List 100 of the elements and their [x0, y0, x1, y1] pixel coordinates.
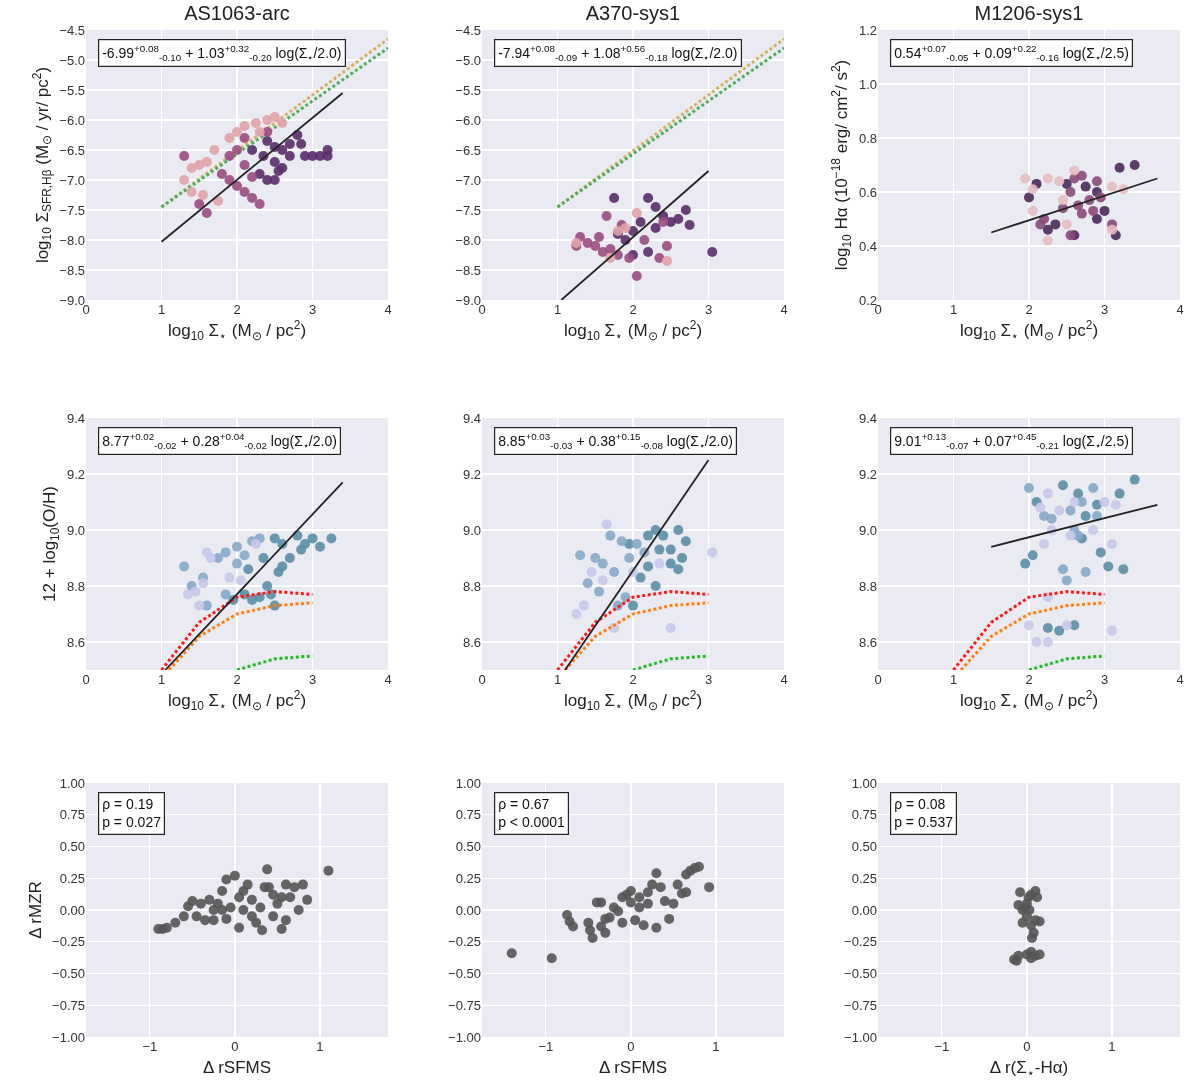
x-tick-label: 1	[157, 302, 166, 317]
y-tick-label: 9.4	[66, 410, 85, 426]
x-tick-label: 3	[308, 302, 317, 317]
y-tick-label: −8.0	[455, 232, 481, 248]
y-tick-label: 1.00	[59, 775, 85, 791]
x-tick-label: 4	[780, 672, 788, 687]
x-tick-label: 2	[233, 672, 241, 687]
y-tick-label: −0.75	[844, 997, 877, 1013]
y-tick-label: 0.6	[858, 184, 877, 200]
x-tick-label: 1	[316, 1039, 324, 1054]
y-tick-label: 8.8	[66, 578, 85, 594]
x-tick-label: 3	[704, 672, 713, 687]
y-tick-label: 0.75	[455, 807, 481, 823]
y-tick-label: −5.5	[59, 82, 85, 98]
text: log$_{10}$ Σ$_{⋆}$ (M$_{⊙}$ / pc$^{2}$)	[959, 318, 1099, 343]
y-tick-label: 9.0	[858, 522, 877, 538]
y-tick-label: −7.5	[59, 202, 85, 218]
x-tick-label: 0	[478, 672, 486, 687]
x-tick-label: 3	[1100, 302, 1109, 317]
y-tick-label: 0.50	[59, 839, 85, 855]
y-tick-label: −8.5	[455, 262, 481, 278]
y-tick-label: −7.0	[59, 172, 85, 188]
y-tick-label: 8.6	[858, 634, 877, 650]
x-tick-label: 1	[553, 302, 562, 317]
y-tick-label: 1.00	[455, 775, 481, 791]
y-tick-label: −8.0	[59, 232, 85, 248]
y-tick-label: −8.5	[59, 262, 85, 278]
y-tick-label: 1.00	[851, 775, 877, 791]
text: log$_{10}$ Σ$_{⋆}$ (M$_{⊙}$ / pc$^{2}$)	[563, 318, 703, 343]
x-tick-label: 1	[553, 672, 562, 687]
y-tick-label: −4.5	[455, 22, 481, 38]
x-tick-label: 1	[949, 302, 958, 317]
y-axis-title: Δ rMZR	[25, 881, 45, 939]
x-tick-label: −1	[142, 1039, 158, 1054]
y-tick-label: 0.8	[858, 130, 877, 146]
y-tick-label: −0.50	[52, 966, 85, 982]
y-tick-label: 0.50	[455, 839, 481, 855]
x-tick-label: 2	[629, 302, 637, 317]
y-tick-label: 0.25	[851, 870, 877, 886]
y-tick-label: 9.2	[66, 466, 85, 482]
y-tick-label: 0.25	[59, 870, 85, 886]
y-tick-label: −5.0	[455, 52, 481, 68]
x-tick-label: 2	[629, 672, 637, 687]
text: log$_{10}$ Σ$_{⋆}$ (M$_{⊙}$ / pc$^{2}$)	[167, 688, 307, 713]
text: log$_{10}$ Σ$_{⋆}$ (M$_{⊙}$ / pc$^{2}$)	[167, 318, 307, 343]
chart-title: M1206-sys1	[974, 1, 1084, 24]
text: log$_{10}$ Σ$_{⋆}$ (M$_{⊙}$ / pc$^{2}$)	[959, 688, 1099, 713]
x-tick-label: 0	[874, 302, 882, 317]
y-tick-label: 0.00	[59, 902, 85, 918]
x-tick-label: 0	[627, 1039, 635, 1054]
x-tick-label: 4	[384, 672, 392, 687]
y-tick-label: 8.6	[66, 634, 85, 650]
x-tick-label: 0	[874, 672, 882, 687]
y-tick-label: −6.0	[59, 112, 85, 128]
text: 8.77$^{+0.02}$$_{-0.02}$ + 0.28$^{+0.04}$$_{-0.02}$ log(Σ$_{⋆}$/2.0)	[102, 431, 337, 452]
y-tick-label: −5.5	[455, 82, 481, 98]
x-tick-label: 1	[157, 672, 166, 687]
text: -6.99$^{+0.08}$$_{-0.10}$ + 1.03$^{+0.32}$$_{-0.20}$ log(Σ$_{⋆}$/2.0)	[102, 43, 342, 64]
x-tick-label: 4	[1176, 302, 1184, 317]
y-tick-label: −0.25	[448, 934, 481, 950]
y-tick-label: −0.50	[844, 966, 877, 982]
chart-title: A370-sys1	[585, 1, 681, 24]
x-axis-title: Δ r(Σ$_{⋆}$-Hα)	[989, 1058, 1069, 1080]
annotation: ρ = 0.19 p = 0.027	[102, 796, 162, 831]
x-tick-label: 4	[384, 302, 392, 317]
x-tick-label: −1	[538, 1039, 554, 1054]
y-tick-label: 9.0	[462, 522, 481, 538]
y-tick-label: −1.00	[844, 1029, 877, 1045]
text: log$_{10}$ Σ$_{⋆}$ (M$_{⊙}$ / pc$^{2}$)	[563, 688, 703, 713]
x-tick-label: 0	[231, 1039, 239, 1054]
y-tick-label: 9.2	[858, 466, 877, 482]
y-tick-label: 0.00	[455, 902, 481, 918]
y-tick-label: 8.8	[462, 578, 481, 594]
y-tick-label: −0.50	[448, 966, 481, 982]
x-tick-label: 2	[233, 302, 241, 317]
y-tick-label: −1.00	[448, 1029, 481, 1045]
y-tick-label: −6.5	[59, 142, 85, 158]
y-tick-label: 0.50	[851, 839, 877, 855]
y-tick-label: 9.4	[858, 410, 877, 426]
y-tick-label: 1.0	[858, 76, 877, 92]
y-tick-label: 0.25	[455, 870, 481, 886]
text: 9.01$^{+0.13}$$_{-0.07}$ + 0.07$^{+0.45}$$_{-0.21}$ log(Σ$_{⋆}$/2.5)	[894, 431, 1129, 452]
x-tick-label: 3	[1100, 672, 1109, 687]
y-tick-label: 0.4	[858, 238, 877, 254]
x-tick-label: 2	[1025, 302, 1033, 317]
y-tick-label: −0.25	[52, 934, 85, 950]
x-axis-title: Δ rSFMS	[598, 1058, 668, 1078]
x-tick-label: 3	[704, 302, 713, 317]
x-tick-label: 4	[1176, 672, 1184, 687]
y-tick-label: 0.75	[851, 807, 877, 823]
y-tick-label: −7.0	[455, 172, 481, 188]
y-tick-label: 9.0	[66, 522, 85, 538]
y-tick-label: −7.5	[455, 202, 481, 218]
text: -7.94$^{+0.08}$$_{-0.09}$ + 1.08$^{+0.56}$$_{-0.18}$ log(Σ$_{⋆}$/2.0)	[498, 43, 738, 64]
y-tick-label: −0.25	[844, 934, 877, 950]
y-tick-label: 8.8	[858, 578, 877, 594]
y-tick-label: −0.75	[448, 997, 481, 1013]
y-tick-label: 1.2	[858, 22, 877, 38]
x-tick-label: 0	[82, 672, 90, 687]
chart-title: AS1063-arc	[184, 1, 290, 24]
